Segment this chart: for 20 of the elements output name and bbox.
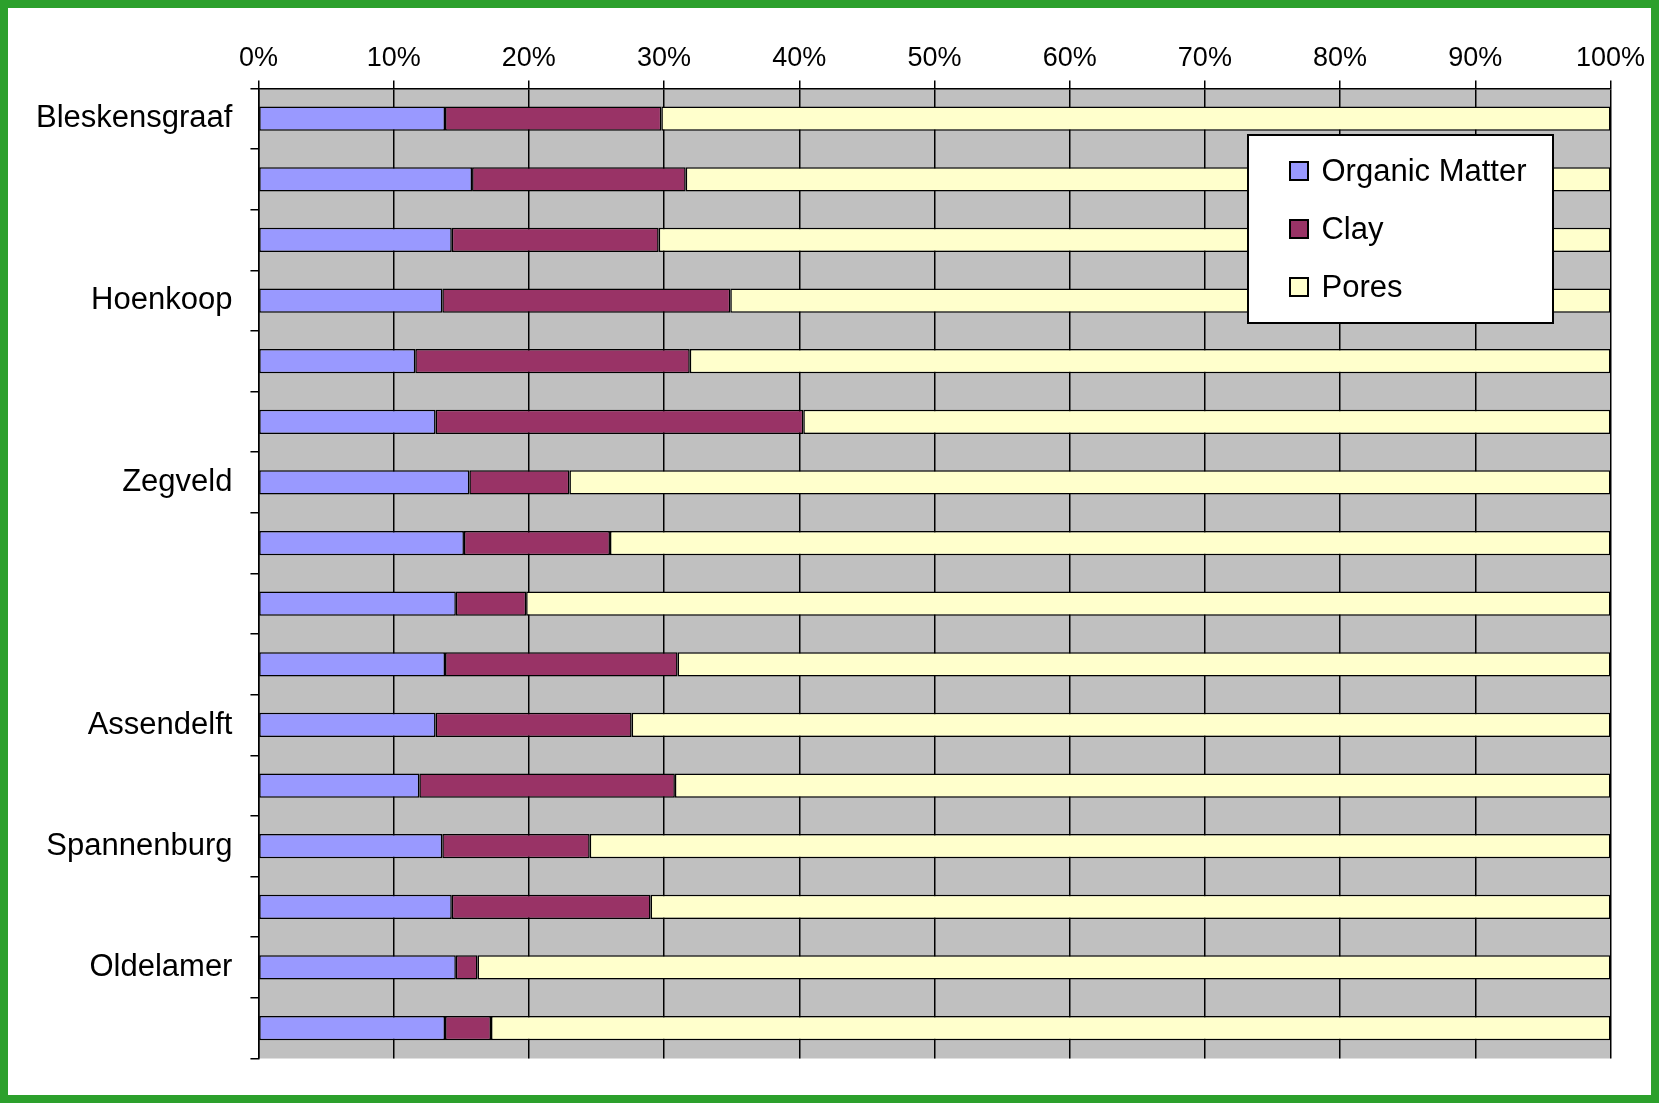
- y-tick-label: Hoenkoop: [91, 281, 233, 317]
- x-tick-label: 70%: [1177, 41, 1232, 72]
- x-tick-label: 100%: [1575, 41, 1645, 72]
- x-tick-label: 50%: [907, 41, 962, 72]
- y-tick-label: Oldelamer: [89, 948, 233, 984]
- y-tick-label: Assendelft: [87, 705, 233, 741]
- y-tick-label: Bleskensgraaf: [35, 99, 233, 135]
- legend-label: Clay: [1321, 211, 1384, 248]
- x-tick-label: 80%: [1313, 41, 1368, 72]
- x-tick-label: 90%: [1448, 41, 1503, 72]
- legend-label: Pores: [1321, 269, 1403, 306]
- y-tick-label: Zegveld: [122, 463, 233, 499]
- y-tick-label: Spannenburg: [46, 826, 233, 862]
- x-tick-label: 60%: [1042, 41, 1097, 72]
- x-tick-label: 10%: [366, 41, 421, 72]
- x-tick-label: 30%: [637, 41, 692, 72]
- x-tick-label: 0%: [238, 41, 278, 72]
- x-tick-label: 40%: [772, 41, 827, 72]
- legend-label: Organic Matter: [1321, 153, 1527, 190]
- x-tick-label: 20%: [501, 41, 556, 72]
